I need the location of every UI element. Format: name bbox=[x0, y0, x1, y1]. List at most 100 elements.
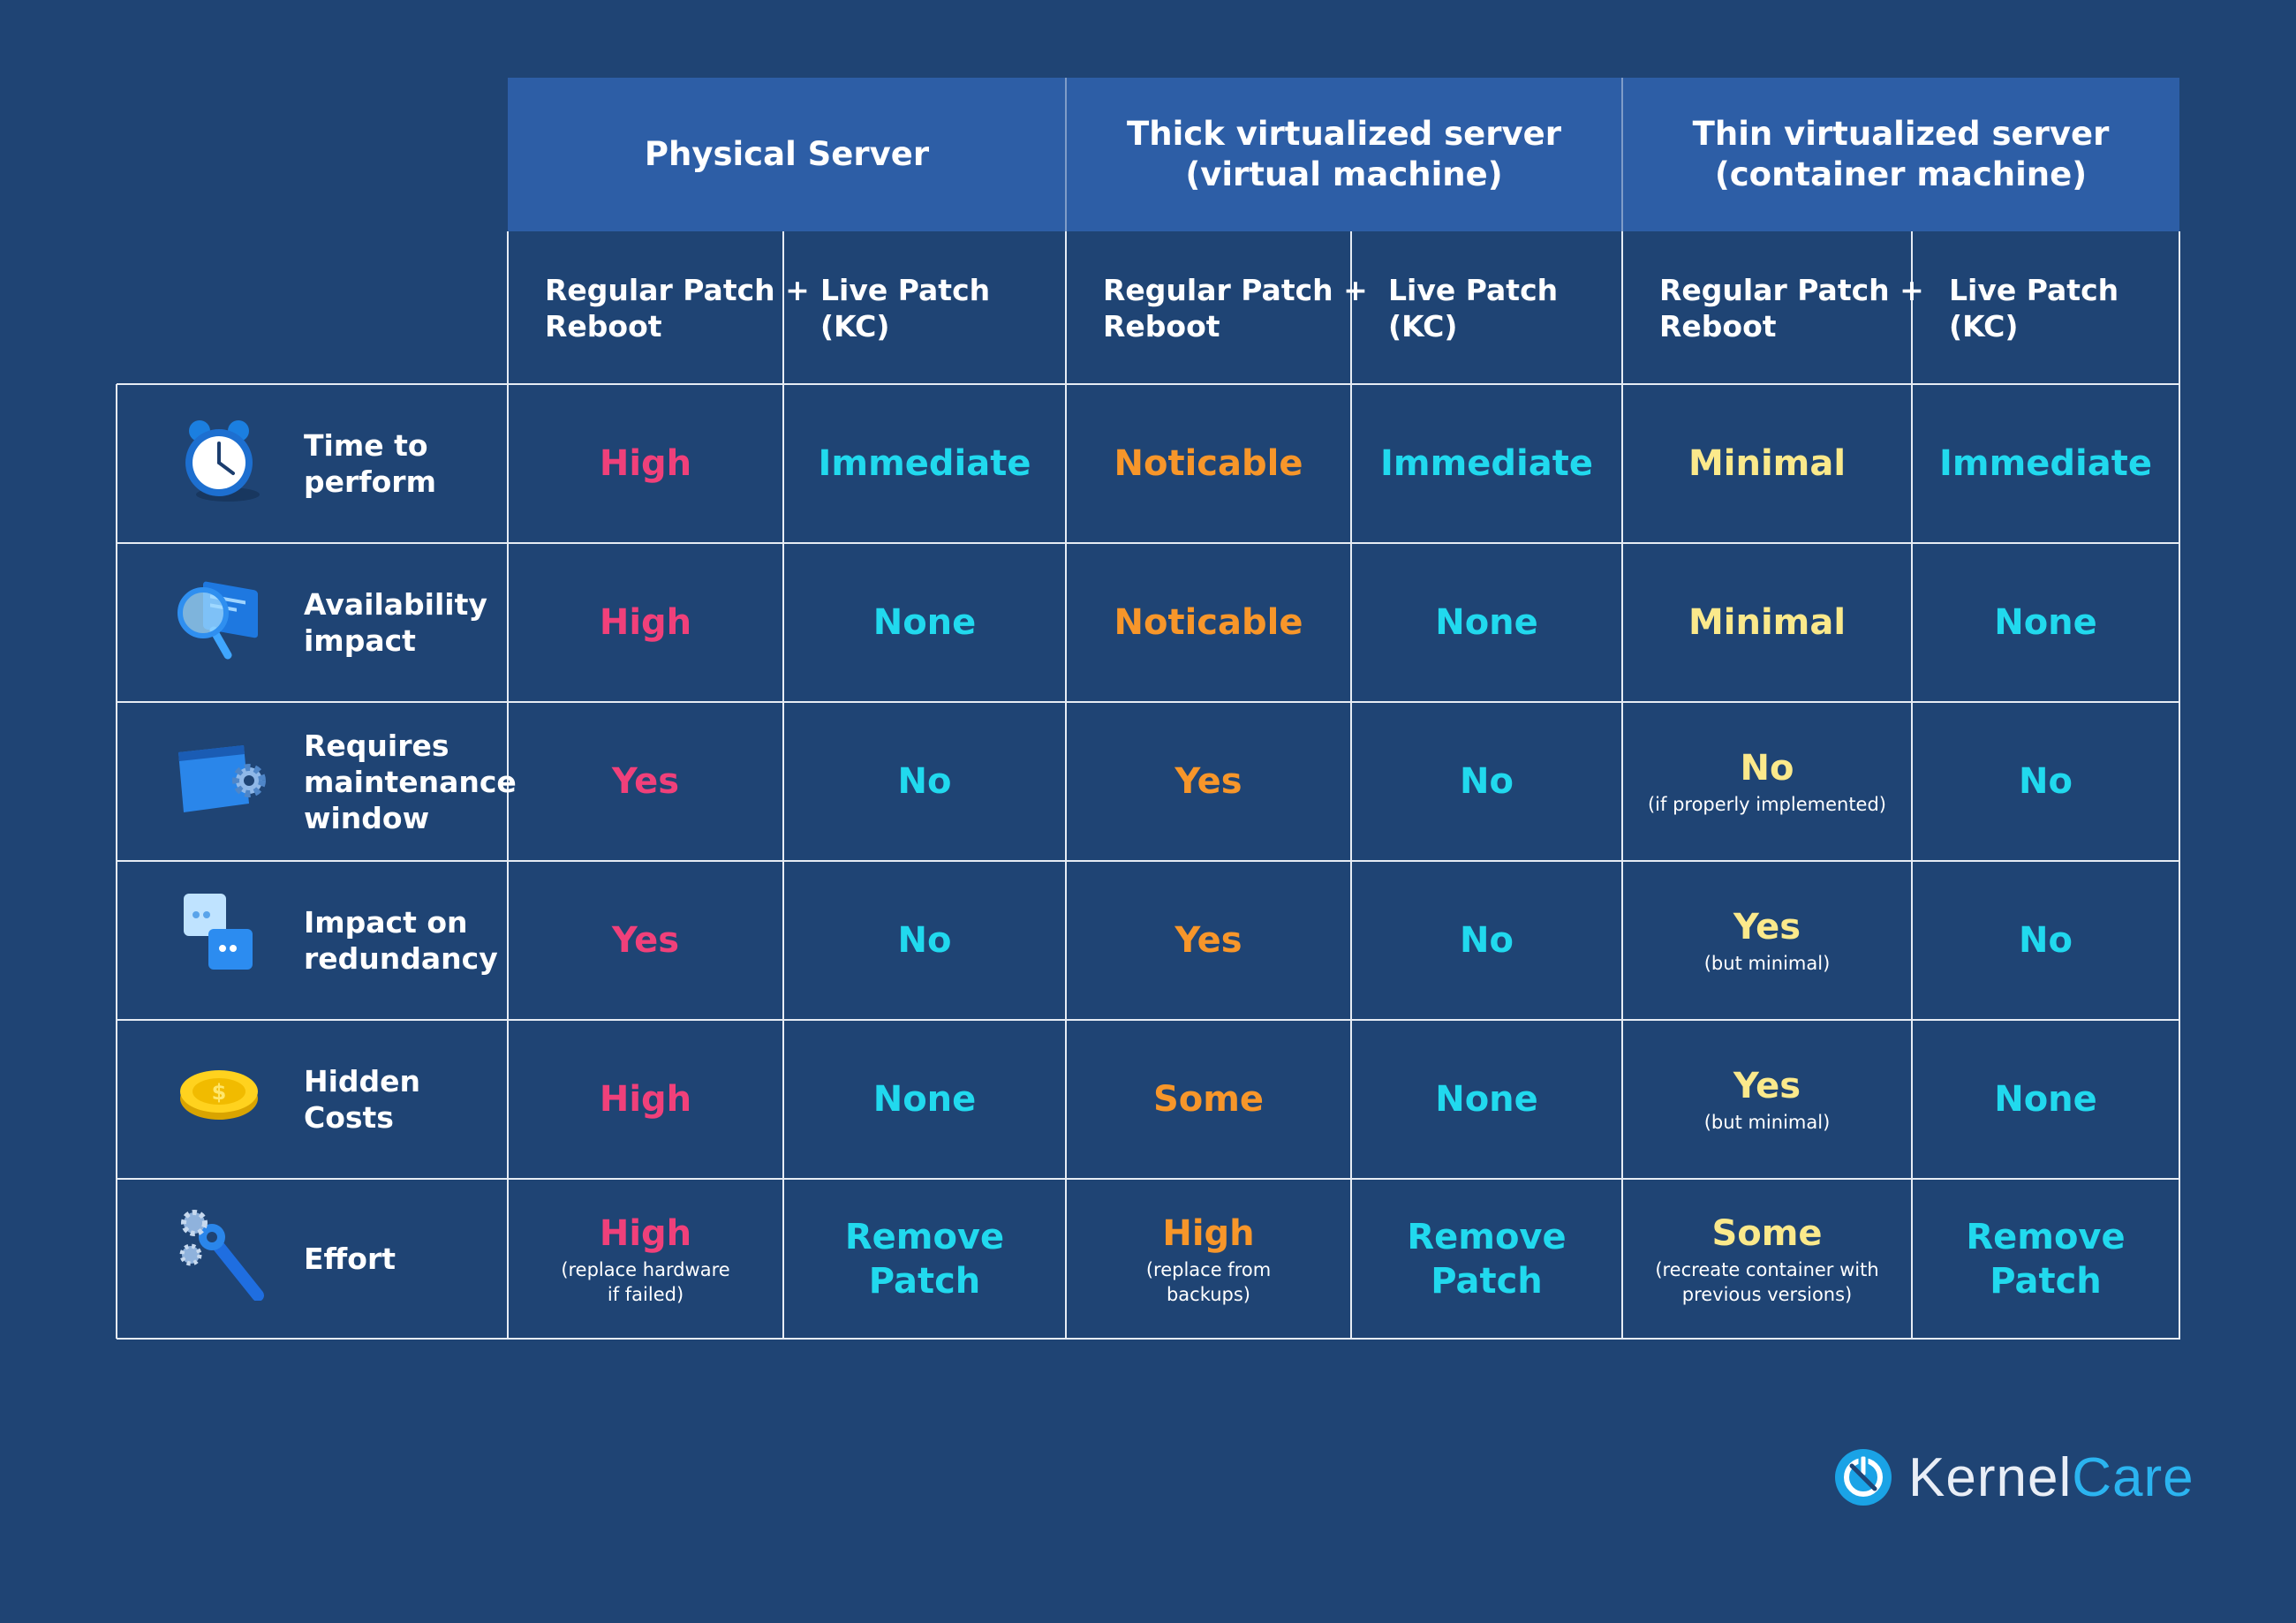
row-label-text: Availability impact bbox=[304, 587, 487, 658]
grid-line-vertical bbox=[782, 231, 784, 1339]
cell-value: Remove Patch bbox=[844, 1216, 1005, 1302]
table-cell: No bbox=[1351, 861, 1622, 1020]
kernelcare-logo-icon bbox=[1835, 1449, 1892, 1506]
grid-line-vertical bbox=[1911, 231, 1913, 1339]
cell-value: Yes bbox=[1733, 907, 1801, 947]
cell-note: (but minimal) bbox=[1703, 953, 1831, 974]
table-cell: Minimal bbox=[1622, 384, 1912, 543]
table-cell: Minimal bbox=[1622, 543, 1912, 702]
table-cell: None bbox=[1351, 1020, 1622, 1179]
cell-value: No bbox=[1460, 920, 1514, 961]
grid-line-horizontal bbox=[117, 860, 2180, 862]
cell-note: (replace from backups) bbox=[1145, 1258, 1272, 1305]
cell-value: No bbox=[2019, 761, 2073, 802]
table-cell: Yes bbox=[508, 861, 783, 1020]
table-cell: No bbox=[1351, 702, 1622, 861]
table-cell: Noticable bbox=[1066, 543, 1351, 702]
row-label: Availability impact bbox=[304, 543, 498, 702]
table-cell: Remove Patch bbox=[783, 1179, 1066, 1339]
subheader-label: Regular Patch + Reboot bbox=[1103, 273, 1368, 343]
subheader-label: Live Patch (KC) bbox=[1949, 273, 2119, 343]
cell-note: (if properly implemented) bbox=[1647, 794, 1886, 815]
cell-value: High bbox=[599, 1212, 692, 1254]
cell-value: No bbox=[1460, 761, 1514, 802]
magnifier-window-icon bbox=[177, 581, 258, 660]
table-cell: No bbox=[783, 702, 1066, 861]
cell-value: Noticable bbox=[1114, 443, 1303, 484]
cell-value: Yes bbox=[611, 920, 680, 961]
row-label-text: Requires maintenance window bbox=[304, 728, 517, 835]
subheader-label: Regular Patch + Reboot bbox=[1659, 273, 1924, 343]
header-divider bbox=[1621, 78, 1623, 231]
table-cell: None bbox=[783, 543, 1066, 702]
cell-value: No bbox=[2019, 920, 2073, 961]
cell-note: (recreate container with previous versio… bbox=[1655, 1258, 1879, 1305]
cell-value: None bbox=[1994, 1079, 2097, 1120]
row-label-text: Effort bbox=[304, 1242, 396, 1276]
cell-value: No bbox=[897, 920, 952, 961]
cell-value: No bbox=[1740, 748, 1794, 789]
cell-value: Yes bbox=[1174, 920, 1242, 961]
cell-value: High bbox=[599, 602, 692, 643]
grid-line-horizontal bbox=[117, 383, 2180, 385]
grid-line-horizontal bbox=[117, 1338, 2180, 1340]
table-cell: Yes (but minimal) bbox=[1622, 861, 1912, 1020]
row-label: Effort bbox=[304, 1179, 498, 1339]
table-cell: Yes bbox=[508, 702, 783, 861]
table-cell: Noticable bbox=[1066, 384, 1351, 543]
header-divider bbox=[1065, 78, 1067, 231]
cell-value: Immediate bbox=[1939, 443, 2152, 484]
chat-bubbles-icon bbox=[184, 894, 253, 970]
cell-note: (replace hardware if failed) bbox=[561, 1258, 730, 1305]
subheader-label: Live Patch (KC) bbox=[1388, 273, 1559, 343]
table-cell: Yes (but minimal) bbox=[1622, 1020, 1912, 1179]
group-header: Physical Server bbox=[508, 78, 1066, 231]
row-label-text: Impact on redundancy bbox=[304, 905, 498, 976]
table-cell: High bbox=[508, 543, 783, 702]
logo-word-kernel: Kernel bbox=[1908, 1446, 2073, 1508]
grid-line-vertical bbox=[1621, 231, 1623, 1339]
cell-value: High bbox=[1162, 1212, 1255, 1254]
cell-value: None bbox=[872, 1079, 977, 1120]
row-label-text: Hidden Costs bbox=[304, 1064, 421, 1135]
grid-line-horizontal bbox=[117, 1019, 2180, 1021]
table-cell: No bbox=[783, 861, 1066, 1020]
group-header: Thick virtualized server (virtual machin… bbox=[1066, 78, 1622, 231]
cell-value: Remove Patch bbox=[1966, 1216, 2126, 1302]
grid-line-vertical bbox=[507, 231, 509, 1339]
table-cell: None bbox=[1912, 1020, 2179, 1179]
cell-value: Minimal bbox=[1688, 602, 1847, 643]
coin-icon: $ bbox=[180, 1070, 258, 1120]
table-cell: High bbox=[508, 1020, 783, 1179]
grid-line-horizontal bbox=[117, 701, 2180, 703]
cell-value: High bbox=[599, 443, 692, 484]
wrench-gears-icon bbox=[179, 1209, 264, 1301]
group-header: Thin virtualized server (container machi… bbox=[1622, 78, 2179, 231]
alarm-clock-icon bbox=[185, 420, 260, 502]
group-header-label: Thin virtualized server (container machi… bbox=[1692, 115, 2110, 193]
window-gear-icon bbox=[178, 745, 266, 812]
table-cell: Remove Patch bbox=[1351, 1179, 1622, 1339]
grid-line-vertical bbox=[1065, 231, 1067, 1339]
cell-value: Some bbox=[1152, 1079, 1265, 1120]
cell-value: High bbox=[599, 1079, 692, 1120]
table-cell: Some bbox=[1066, 1020, 1351, 1179]
grid-line-vertical bbox=[2179, 231, 2180, 1339]
group-header-label: Thick virtualized server (virtual machin… bbox=[1127, 115, 1561, 193]
table-cell: High (replace from backups) bbox=[1066, 1179, 1351, 1339]
cell-value: No bbox=[897, 761, 952, 802]
cell-value: None bbox=[1435, 1079, 1538, 1120]
subheader-label: Live Patch (KC) bbox=[820, 273, 991, 343]
cell-value: Remove Patch bbox=[1407, 1216, 1567, 1302]
table-cell: No (if properly implemented) bbox=[1622, 702, 1912, 861]
subheader-label: Regular Patch + Reboot bbox=[545, 273, 810, 343]
table-cell: Remove Patch bbox=[1912, 1179, 2179, 1339]
row-label: Requires maintenance window bbox=[304, 702, 517, 861]
cell-value: Yes bbox=[1174, 761, 1242, 802]
table-cell: High (replace hardware if failed) bbox=[508, 1179, 783, 1339]
cell-value: Some bbox=[1711, 1212, 1823, 1254]
cell-note: (but minimal) bbox=[1703, 1112, 1831, 1133]
table-cell: None bbox=[1351, 543, 1622, 702]
table-cell: No bbox=[1912, 861, 2179, 1020]
table-cell: Yes bbox=[1066, 861, 1351, 1020]
